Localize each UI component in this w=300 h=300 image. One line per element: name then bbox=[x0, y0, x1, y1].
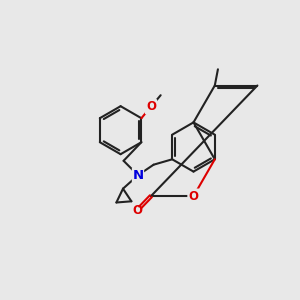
Text: N: N bbox=[132, 169, 144, 182]
Text: O: O bbox=[188, 190, 199, 203]
Text: O: O bbox=[146, 100, 156, 113]
Text: O: O bbox=[188, 190, 199, 203]
Text: O: O bbox=[132, 204, 142, 217]
Text: O: O bbox=[146, 100, 156, 113]
Text: N: N bbox=[133, 169, 143, 182]
